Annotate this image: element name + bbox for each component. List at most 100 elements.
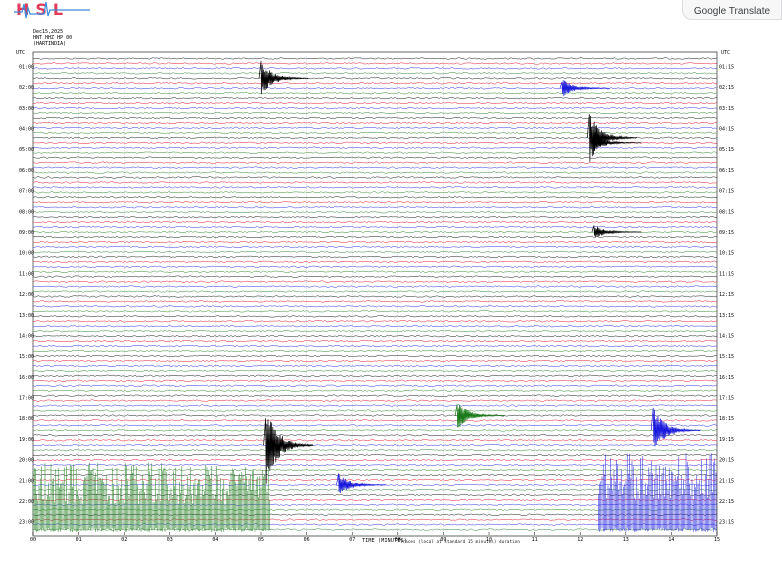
trace-line bbox=[32, 330, 718, 333]
x-tick-label: 04 bbox=[212, 537, 218, 543]
trace-line bbox=[32, 305, 718, 308]
left-hour-label: 11:00 bbox=[19, 271, 34, 277]
right-hour-label: 12:15 bbox=[719, 292, 734, 298]
trace-line bbox=[32, 454, 718, 457]
minute-gridlines bbox=[32, 56, 718, 532]
right-hour-label: 06:15 bbox=[719, 168, 734, 174]
network-name: (HARTINDIA) bbox=[33, 41, 67, 47]
left-hour-label: 04:00 bbox=[19, 127, 34, 133]
trace-line bbox=[32, 245, 718, 248]
trace-line bbox=[32, 315, 718, 318]
trace-line bbox=[32, 176, 718, 179]
x-tick-label: 06 bbox=[304, 537, 310, 543]
x-tick-label: 14 bbox=[668, 537, 674, 543]
saturated-signal bbox=[598, 453, 717, 532]
right-hour-label: 08:15 bbox=[719, 209, 734, 215]
x-tick-label: 07 bbox=[349, 537, 355, 543]
trace-line bbox=[33, 290, 718, 293]
trace-line bbox=[33, 345, 718, 348]
seismic-event bbox=[336, 473, 387, 494]
trace-line bbox=[32, 226, 718, 229]
x-tick-label: 11 bbox=[532, 537, 538, 543]
left-hour-label: 15:00 bbox=[19, 354, 34, 360]
trace-line bbox=[32, 325, 718, 328]
left-hour-label: 18:00 bbox=[19, 416, 34, 422]
left-hour-label: 16:00 bbox=[19, 375, 34, 381]
trace-line bbox=[32, 156, 718, 159]
trace-line bbox=[32, 206, 718, 209]
right-utc-label: UTC bbox=[721, 50, 731, 56]
trace-line bbox=[33, 320, 718, 323]
trace-line bbox=[32, 434, 718, 437]
seismic-event bbox=[559, 80, 610, 97]
right-hour-label: 17:15 bbox=[719, 396, 734, 402]
trace-line bbox=[32, 97, 717, 100]
trace-line bbox=[32, 394, 718, 397]
seismic-event bbox=[586, 114, 637, 162]
trace-line bbox=[32, 300, 718, 303]
trace-line bbox=[32, 250, 718, 253]
trace-line bbox=[32, 285, 718, 288]
logo-wave bbox=[14, 1, 90, 19]
trace-line bbox=[32, 260, 718, 263]
trace-line bbox=[32, 121, 718, 124]
hour-labels: 01:00 02:00 03:00 04:00 05:00 06:00 07:00 08:00… bbox=[19, 64, 734, 525]
trace-line bbox=[32, 419, 718, 422]
trace-line bbox=[32, 270, 718, 273]
trace-line bbox=[33, 221, 718, 224]
right-hour-label: 16:15 bbox=[719, 375, 734, 381]
trace-line bbox=[32, 374, 718, 377]
trace-line bbox=[32, 389, 718, 392]
trace-line bbox=[32, 161, 718, 164]
trace-line bbox=[32, 444, 718, 447]
left-hour-label: 23:00 bbox=[19, 520, 34, 526]
trace-line bbox=[32, 146, 718, 149]
seismic-event bbox=[650, 407, 701, 447]
x-axis-note: Traces (local at standard 15 minutes) du… bbox=[400, 539, 520, 544]
trace-line bbox=[32, 216, 718, 219]
left-hour-label: 22:00 bbox=[19, 499, 34, 505]
trace-line bbox=[33, 488, 718, 491]
left-hour-label: 14:00 bbox=[19, 334, 34, 340]
trace-line bbox=[32, 359, 718, 362]
trace-line bbox=[32, 166, 718, 169]
right-hour-label: 09:15 bbox=[719, 230, 734, 236]
right-hour-label: 07:15 bbox=[719, 189, 734, 195]
seismic-event bbox=[454, 404, 505, 428]
x-ticks: 00 01 02 03 04 05 06 07 08 09 10 11 12 13 14 15 bbox=[30, 532, 720, 543]
trace-line bbox=[33, 429, 718, 432]
trace-line bbox=[33, 498, 718, 501]
left-hour-label: 01:00 bbox=[19, 64, 34, 70]
trace-line bbox=[32, 102, 718, 105]
trace-line bbox=[32, 111, 718, 115]
left-utc-label: UTC bbox=[16, 50, 26, 56]
saturated-signal bbox=[32, 462, 270, 532]
trace-line bbox=[32, 92, 718, 95]
trace-line bbox=[33, 379, 718, 382]
right-hour-label: 21:15 bbox=[719, 478, 734, 484]
trace-line bbox=[32, 295, 718, 298]
trace-line bbox=[32, 424, 718, 427]
trace-line bbox=[32, 107, 718, 110]
trace-line bbox=[32, 364, 718, 367]
seismic-event bbox=[591, 225, 642, 238]
record-date: Dec15,2025 bbox=[33, 29, 64, 35]
right-hour-label: 15:15 bbox=[719, 354, 734, 360]
x-tick-label: 10 bbox=[486, 537, 492, 543]
trace-line bbox=[32, 82, 718, 85]
station-id: HNT HHZ HP 00 bbox=[33, 35, 73, 41]
left-hour-label: 02:00 bbox=[19, 85, 34, 91]
left-hour-label: 09:00 bbox=[19, 230, 34, 236]
x-tick-label: 12 bbox=[577, 537, 583, 543]
trace-line bbox=[32, 464, 718, 467]
trace-line bbox=[32, 473, 718, 477]
trace-line bbox=[32, 255, 718, 258]
left-hour-label: 06:00 bbox=[19, 168, 34, 174]
right-hour-label: 03:15 bbox=[719, 106, 734, 112]
trace-line bbox=[32, 513, 718, 516]
trace-line bbox=[33, 369, 718, 372]
x-tick-label: 05 bbox=[258, 537, 264, 543]
trace-line bbox=[32, 399, 718, 402]
right-hour-label: 02:15 bbox=[719, 85, 734, 91]
x-tick-label: 13 bbox=[623, 537, 629, 543]
